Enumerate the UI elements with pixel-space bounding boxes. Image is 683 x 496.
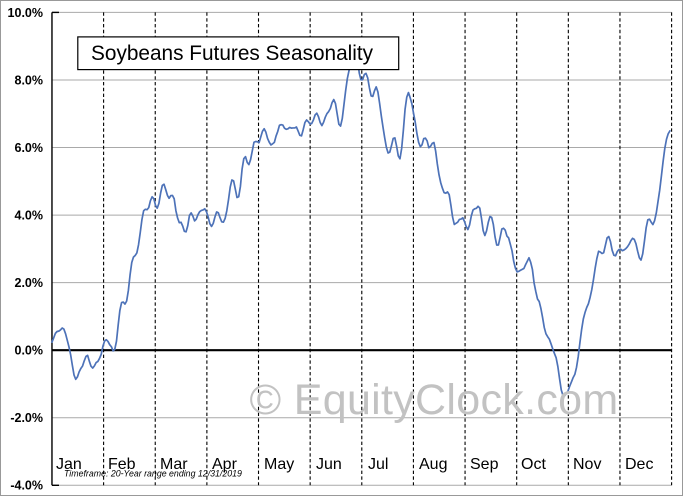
svg-text:10.0%: 10.0% [8, 6, 43, 20]
svg-text:Oct: Oct [521, 456, 546, 473]
svg-text:Sep: Sep [470, 456, 499, 473]
svg-text:Jul: Jul [368, 456, 388, 473]
svg-text:4.0%: 4.0% [15, 209, 44, 223]
svg-text:© EquityClock.com: © EquityClock.com [250, 376, 619, 424]
svg-text:6.0%: 6.0% [15, 141, 44, 155]
svg-text:0.0%: 0.0% [15, 344, 44, 358]
svg-text:-2.0%: -2.0% [10, 411, 43, 425]
svg-text:Aug: Aug [419, 456, 447, 473]
svg-text:8.0%: 8.0% [15, 74, 44, 88]
svg-text:2.0%: 2.0% [15, 276, 44, 290]
svg-text:Timeframe: 20-Year range endin: Timeframe: 20-Year range ending 12/31/20… [64, 469, 242, 479]
svg-text:Dec: Dec [625, 456, 653, 473]
svg-text:Jun: Jun [316, 456, 342, 473]
svg-text:Nov: Nov [573, 456, 601, 473]
svg-text:Soybeans Futures Seasonality: Soybeans Futures Seasonality [91, 42, 374, 65]
svg-text:May: May [264, 456, 294, 473]
svg-text:-4.0%: -4.0% [10, 479, 43, 493]
